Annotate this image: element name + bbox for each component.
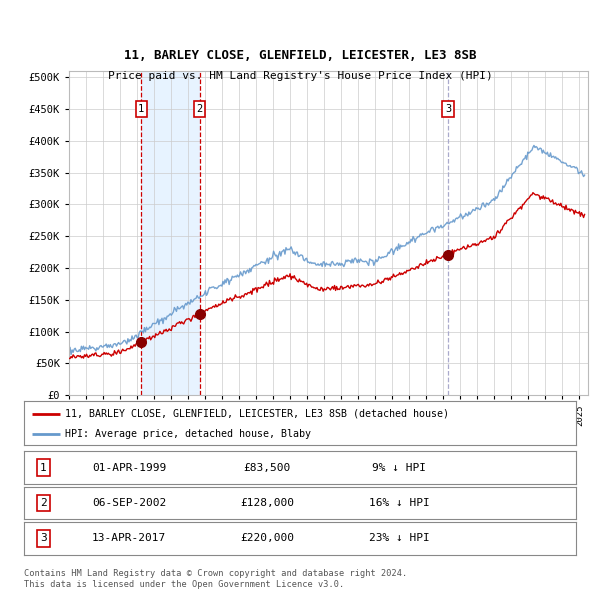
Text: 1: 1 [138, 104, 145, 114]
Text: 13-APR-2017: 13-APR-2017 [92, 533, 166, 543]
Text: £220,000: £220,000 [240, 533, 294, 543]
Text: 9% ↓ HPI: 9% ↓ HPI [373, 463, 427, 473]
Text: Contains HM Land Registry data © Crown copyright and database right 2024.
This d: Contains HM Land Registry data © Crown c… [24, 569, 407, 589]
Text: 16% ↓ HPI: 16% ↓ HPI [369, 498, 430, 508]
Text: £128,000: £128,000 [240, 498, 294, 508]
Text: 11, BARLEY CLOSE, GLENFIELD, LEICESTER, LE3 8SB (detached house): 11, BARLEY CLOSE, GLENFIELD, LEICESTER, … [65, 409, 449, 418]
Text: HPI: Average price, detached house, Blaby: HPI: Average price, detached house, Blab… [65, 430, 311, 440]
Text: 2: 2 [196, 104, 203, 114]
Text: 01-APR-1999: 01-APR-1999 [92, 463, 166, 473]
Text: 3: 3 [445, 104, 451, 114]
Text: 06-SEP-2002: 06-SEP-2002 [92, 498, 166, 508]
Text: £83,500: £83,500 [243, 463, 290, 473]
Text: 11, BARLEY CLOSE, GLENFIELD, LEICESTER, LE3 8SB: 11, BARLEY CLOSE, GLENFIELD, LEICESTER, … [124, 49, 476, 62]
Bar [142, 71, 200, 395]
Text: 3: 3 [40, 533, 47, 543]
Text: Price paid vs. HM Land Registry's House Price Index (HPI): Price paid vs. HM Land Registry's House … [107, 71, 493, 81]
Text: 23% ↓ HPI: 23% ↓ HPI [369, 533, 430, 543]
Text: 2: 2 [40, 498, 47, 508]
Text: 1: 1 [40, 463, 47, 473]
